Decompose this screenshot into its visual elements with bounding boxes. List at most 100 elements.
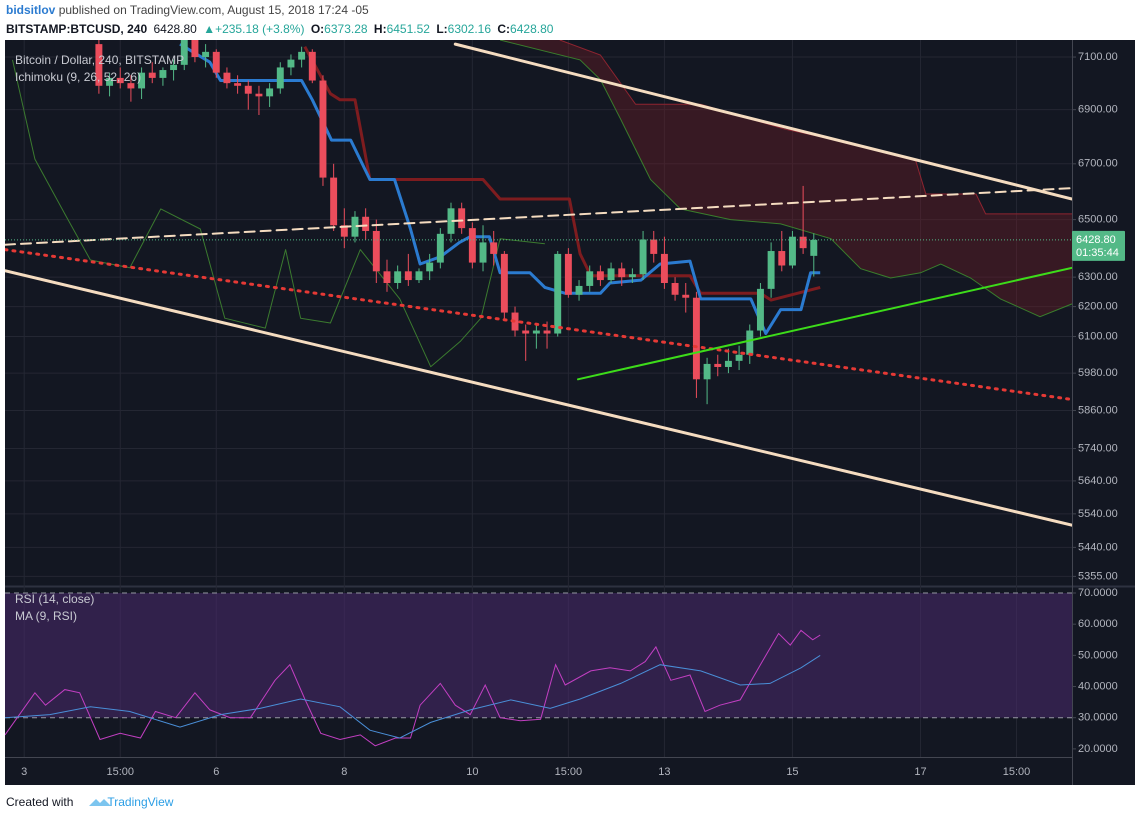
- candle-body: [308, 51, 316, 81]
- candle-body: [127, 83, 135, 89]
- candle-body: [426, 262, 434, 272]
- trendline: [453, 42, 1072, 201]
- legend-entry: RSI (14, close): [15, 592, 94, 606]
- y-tick-label: 7100.00: [1078, 51, 1118, 63]
- candle-body: [756, 288, 764, 331]
- indicator-line: [179, 42, 821, 335]
- symbol: BITSTAMP:BTCUSD, 240: [6, 22, 148, 36]
- y-tick-label: 6700.00: [1078, 158, 1118, 170]
- candle-body: [778, 251, 786, 266]
- footer: Created with TradingView: [6, 795, 173, 809]
- published: published on TradingView.com, August 15,…: [58, 3, 369, 17]
- candle-body: [586, 271, 594, 286]
- candle-body: [650, 239, 658, 254]
- candle-body: [404, 271, 412, 281]
- cloud-lower-line: [499, 40, 1072, 318]
- created-with: Created with: [6, 795, 74, 809]
- ohlc-label: C:: [497, 22, 511, 36]
- x-tick-label: 8: [341, 766, 347, 778]
- ohlc-value: 6428.80: [510, 22, 554, 36]
- candle-body: [95, 44, 103, 86]
- chart-title: Bitcoin / Dollar, 240, BITSTAMP: [15, 53, 184, 67]
- candle-body: [116, 77, 124, 84]
- series-line: [5, 654, 821, 739]
- candle-body: [415, 271, 423, 281]
- candle-body: [266, 88, 274, 97]
- price: 6428.80: [153, 22, 197, 36]
- candle-body: [106, 77, 114, 86]
- symbol-line: BITSTAMP:BTCUSD, 240 6428.80 ▲+235.18 (+…: [6, 22, 556, 36]
- x-tick-label: 15:00: [106, 766, 134, 778]
- candle-body: [564, 253, 572, 295]
- change: ▲+235.18 (+3.8%): [203, 22, 305, 36]
- author[interactable]: bidsitlov: [6, 3, 56, 17]
- candle-body: [244, 85, 252, 94]
- candle-body: [458, 208, 466, 229]
- candle-body: [724, 360, 732, 367]
- candle-body: [543, 330, 551, 334]
- ohlc-value: 6451.52: [386, 22, 430, 36]
- candle-body: [554, 253, 562, 334]
- y-tick-label: 6200.00: [1078, 301, 1118, 313]
- cloud: [500, 40, 1072, 317]
- price-badge-label: 6428.80: [1076, 234, 1116, 246]
- candle-body: [383, 271, 391, 284]
- y-tick-label: 5440.00: [1078, 541, 1118, 553]
- indicator-label: Ichimoku (9, 26, 52, 26): [15, 70, 141, 84]
- y-tick-label: 6100.00: [1078, 330, 1118, 342]
- candle-body: [532, 330, 540, 334]
- candle-body: [351, 216, 359, 237]
- candle-body: [148, 72, 156, 78]
- candle-body: [255, 93, 263, 97]
- y-tick-label: 5540.00: [1078, 508, 1118, 520]
- x-tick-label: 3: [21, 766, 27, 778]
- candle-body: [372, 230, 380, 272]
- y-tick-label: 6900.00: [1078, 104, 1118, 116]
- y-tick-label: 70.0000: [1078, 587, 1118, 599]
- candle-body: [447, 208, 455, 234]
- x-tick-label: 15:00: [555, 766, 583, 778]
- ohlc-value: 6302.16: [447, 22, 492, 36]
- y-tick-label: 5355.00: [1078, 570, 1118, 582]
- y-tick-label: 60.0000: [1078, 618, 1118, 630]
- ohlc-label: O:: [310, 22, 325, 36]
- candle-body: [692, 297, 700, 380]
- trendline: [5, 187, 1072, 246]
- series-line: [5, 629, 821, 747]
- candle-body: [490, 242, 498, 254]
- trendline: [576, 266, 1072, 381]
- ohlc-value: 6373.28: [324, 22, 368, 36]
- countdown: 01:35:44: [1076, 247, 1119, 259]
- candle-body: [340, 225, 348, 237]
- y-tick-label: 6500.00: [1078, 214, 1118, 226]
- candle-body: [735, 354, 743, 361]
- candle-body: [330, 177, 338, 226]
- price-badge: [1072, 230, 1125, 261]
- x-tick-label: 17: [914, 766, 926, 778]
- y-tick-label: 30.0000: [1078, 712, 1118, 724]
- x-tick-label: 15:00: [1003, 766, 1031, 778]
- candle-body: [500, 253, 508, 313]
- y-tick-label: 5740.00: [1078, 442, 1118, 454]
- candle-body: [191, 40, 199, 58]
- candle-body: [223, 72, 231, 84]
- y-tick-label: 20.0000: [1078, 743, 1118, 755]
- candle-body: [618, 268, 626, 278]
- indicator-line: [303, 45, 821, 302]
- y-tick-label: 5860.00: [1078, 404, 1118, 416]
- candle-body: [287, 59, 295, 68]
- x-tick-label: 6: [213, 766, 219, 778]
- y-tick-label: 5980.00: [1078, 367, 1118, 379]
- candle-body: [362, 216, 370, 231]
- candle-body: [575, 285, 583, 295]
- candle-body: [639, 239, 647, 275]
- candle-body: [660, 253, 668, 284]
- candle-body: [234, 83, 242, 86]
- brand[interactable]: TradingView: [107, 795, 174, 809]
- y-tick-label: 5640.00: [1078, 475, 1118, 487]
- x-tick-label: 10: [466, 766, 478, 778]
- candle-body: [607, 268, 615, 281]
- trendline: [5, 269, 1072, 527]
- candle-body: [703, 363, 711, 380]
